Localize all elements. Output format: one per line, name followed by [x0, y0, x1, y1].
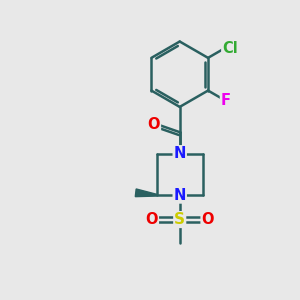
- Polygon shape: [135, 189, 157, 196]
- Text: N: N: [173, 188, 186, 203]
- Text: N: N: [173, 146, 186, 161]
- Text: O: O: [148, 117, 160, 132]
- Text: O: O: [201, 212, 214, 227]
- Text: O: O: [146, 212, 158, 227]
- Text: S: S: [174, 212, 185, 227]
- Text: Cl: Cl: [222, 41, 238, 56]
- Text: F: F: [221, 93, 231, 108]
